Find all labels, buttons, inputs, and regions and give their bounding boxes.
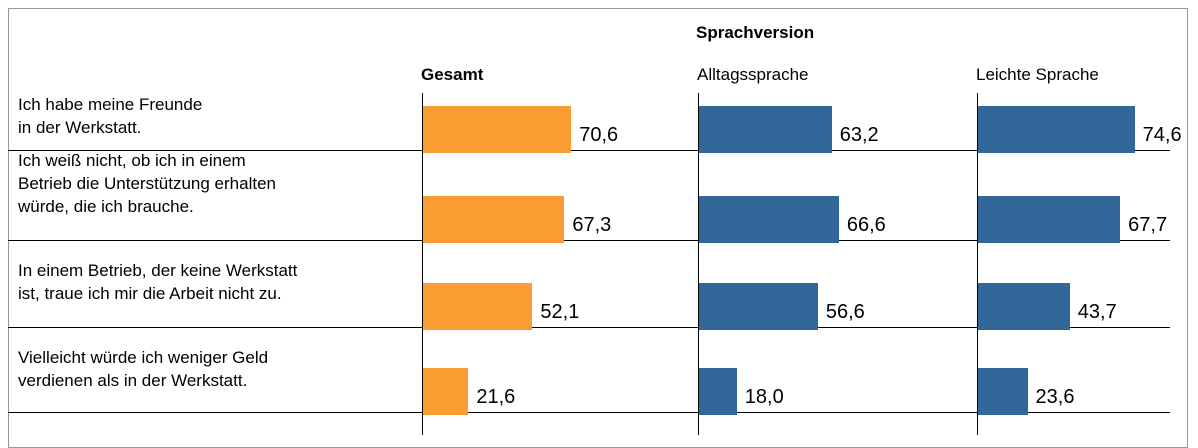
value-label: 52,1: [540, 301, 580, 323]
value-label: 67,7: [1128, 214, 1168, 236]
row-separator: [8, 240, 1170, 241]
value-label: 56,6: [825, 301, 865, 323]
bar: [978, 196, 1121, 243]
series-name: Alltagssprache: [697, 65, 809, 84]
value-label: 66,6: [846, 214, 886, 236]
axis-line: [422, 93, 423, 435]
bar: [423, 368, 469, 415]
row-separator: [8, 412, 1170, 413]
bar: [423, 283, 533, 330]
series-name: Leichte Sprache: [976, 65, 1099, 84]
bar: [699, 106, 832, 153]
bar: [699, 196, 839, 243]
value-label: 67,3: [572, 214, 612, 236]
value-label: 21,6: [476, 386, 516, 408]
value-label: 23,6: [1035, 386, 1075, 408]
category-label: Ich habe meine Freunde in der Werkstatt.: [18, 95, 203, 137]
value-label: 63,2: [839, 124, 879, 146]
row-separator: [8, 327, 1170, 328]
group-title: Sprachversion: [696, 23, 815, 42]
row-separator: [8, 150, 1170, 151]
bar: [699, 283, 818, 330]
value-label: 43,7: [1077, 301, 1117, 323]
bar: [978, 368, 1028, 415]
chart: Sprachversion Ich habe meine Freunde in …: [8, 8, 1188, 448]
value-label: 70,6: [579, 124, 619, 146]
axis-line: [977, 93, 978, 435]
category-label: Ich weiß nicht, ob ich in einem Betrieb …: [18, 151, 276, 216]
bar: [699, 368, 737, 415]
bar: [423, 106, 572, 153]
value-label: 74,6: [1142, 124, 1182, 146]
bar: [423, 196, 565, 243]
bar: [978, 283, 1070, 330]
series-name: Gesamt: [421, 65, 484, 84]
category-label: In einem Betrieb, der keine Werkstatt is…: [18, 261, 298, 303]
bar: [978, 106, 1135, 153]
value-label: 18,0: [744, 386, 784, 408]
axis-line: [698, 93, 699, 435]
category-label: Vielleicht würde ich weniger Geld verdie…: [18, 348, 269, 390]
